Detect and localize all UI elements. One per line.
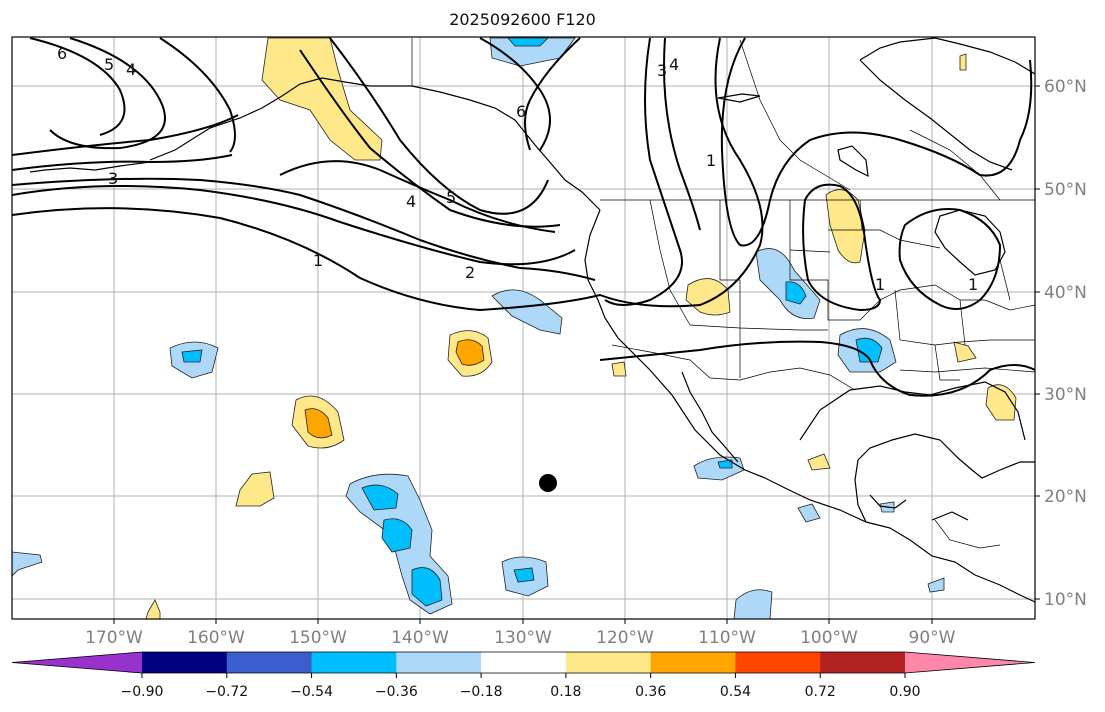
colorbar-ticks: −0.90 −0.72 −0.54 −0.36 −0.18 0.18 0.36 0.54 0.7… [121,673,921,700]
colorbar-segment [650,652,736,673]
negative-anomaly-areas [12,37,945,619]
lon-label: 150°W [289,628,347,648]
colorbar-tick-label: 0.90 [889,684,920,700]
colorbar-segment [820,652,906,673]
lon-label: 120°W [596,628,654,648]
positive-anomaly-areas [145,37,1017,619]
lat-label: 40°N [1044,283,1087,303]
colorbar-segment [142,652,228,673]
lat-label: 50°N [1044,180,1087,200]
contour-label: 4 [669,55,679,74]
colorbar-tick-label: −0.18 [460,684,503,700]
lat-label: 30°N [1044,385,1087,405]
lon-labels: 170°W 160°W 150°W 140°W 130°W 120°W 110°… [85,628,956,648]
lon-label: 110°W [698,628,756,648]
colorbar-tick-label: 0.72 [805,684,836,700]
lat-labels: 60°N 50°N 40°N 30°N 20°N 10°N [1044,77,1087,610]
contour-label: 4 [406,192,416,211]
storm-center-dot [539,474,557,492]
colorbar-segment [565,652,652,673]
contour-label: 1 [706,151,716,170]
contour-label: 3 [108,169,118,188]
lat-label: 20°N [1044,487,1087,507]
colorbar-tick-label: 0.18 [550,684,581,700]
contour-label: 1 [875,275,885,294]
map-title: 2025092600 F120 [449,10,596,29]
lat-label: 10°N [1044,590,1087,610]
contour-label: 5 [446,188,456,207]
lon-label: 90°W [909,628,956,648]
lon-label: 160°W [187,628,245,648]
lat-label: 60°N [1044,77,1087,97]
contour-label: 6 [57,44,67,63]
lon-ticks [113,619,933,624]
lon-label: 130°W [494,628,552,648]
colorbar-extend-high [905,652,1035,673]
colorbar-segment [226,652,313,673]
colorbar [11,651,1036,674]
colorbar-segment [396,652,482,673]
contour-labels: 6 5 4 3 1 2 4 5 6 3 4 1 1 1 [57,44,978,294]
colorbar-segment [311,652,397,673]
colorbar-tick-label: 0.36 [635,684,666,700]
contour-label: 3 [657,61,667,80]
contour-label: 6 [516,102,526,121]
contour-label: 4 [126,60,136,79]
lon-label: 170°W [85,628,143,648]
lat-ticks [1035,85,1040,600]
lon-label: 100°W [800,628,858,648]
colorbar-segment [481,652,567,673]
contour-label: 5 [104,55,114,74]
colorbar-tick-label: −0.54 [290,684,333,700]
contour-label: 2 [465,263,475,282]
lon-label: 140°W [391,628,449,648]
contour-label: 1 [968,275,978,294]
contour-label: 1 [313,251,323,270]
colorbar-tick-label: 0.54 [720,684,751,700]
colorbar-segment [735,652,821,673]
lon-gridlines [113,37,933,619]
political-borders [411,38,1035,549]
colorbar-extend-low [12,652,142,673]
colorbar-tick-label: −0.36 [375,684,418,700]
colorbar-tick-label: −0.90 [121,684,164,700]
colorbar-tick-label: −0.72 [205,684,248,700]
anomaly-contours [12,37,1035,397]
